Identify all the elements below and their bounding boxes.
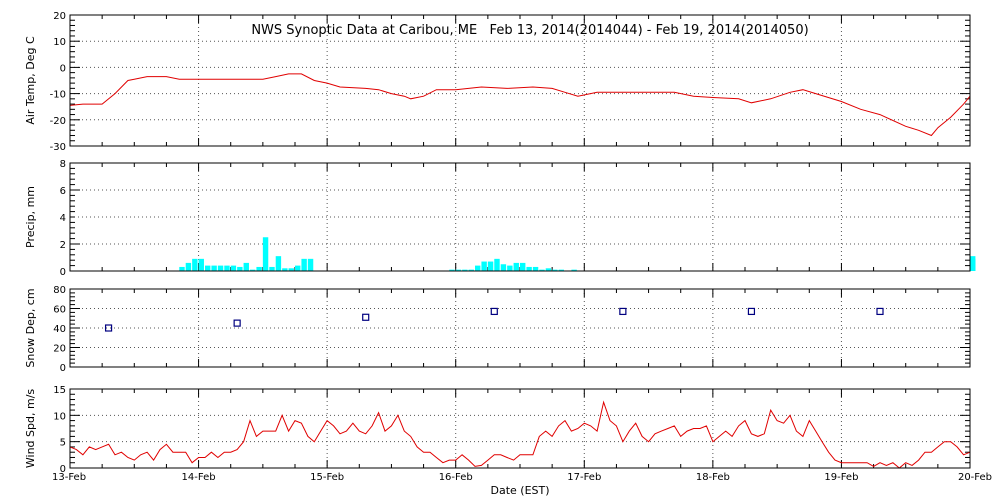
precip-bar	[269, 266, 275, 271]
snow-depth-point	[233, 319, 241, 327]
y-tick-label: 0	[60, 464, 66, 475]
precip-bar	[301, 258, 307, 271]
y-tick-label: 5	[60, 438, 66, 449]
y-tick-label: 0	[60, 63, 66, 74]
y-tick-label: -20	[50, 116, 66, 127]
panel-snow-depth: 0 20 40 60 80 Snow Dep, cm	[24, 285, 971, 374]
precip-bar	[198, 258, 204, 271]
precip-bar	[217, 265, 224, 271]
y-tick-label: 60	[53, 305, 66, 316]
precip-bar	[243, 262, 249, 271]
y-tick-label: 6	[60, 186, 66, 197]
panel-frame	[69, 288, 971, 368]
y-axis-label: Precip, mm	[24, 186, 37, 248]
y-tick-label: 80	[53, 285, 66, 296]
y-tick-label: 40	[53, 324, 66, 335]
chart-title: NWS Synoptic Data at Caribou, ME Feb 13,…	[251, 23, 808, 38]
precip-bar	[205, 265, 211, 271]
precip-bar	[481, 261, 487, 271]
x-tick-label: 16-Feb	[439, 472, 473, 483]
y-tick-label: 8	[60, 159, 66, 170]
x-tick-label: 17-Feb	[567, 472, 601, 483]
panel-frame	[69, 14, 971, 147]
precip-bar	[532, 266, 539, 271]
y-tick-label: 20	[53, 344, 66, 355]
y-tick-label: 10	[53, 411, 66, 422]
precip-bar	[237, 266, 243, 271]
series-line-air-temp	[69, 70, 971, 137]
snow-depth-point	[362, 313, 370, 321]
y-tick-label: 15	[53, 385, 66, 396]
x-tick-label: 20-Feb	[958, 472, 992, 483]
precip-bar	[507, 265, 513, 271]
y-axis-label: Snow Dep, cm	[24, 288, 37, 367]
precip-bar	[545, 268, 552, 271]
precip-bar	[224, 265, 230, 271]
precip-bar	[288, 268, 294, 271]
precip-bar	[192, 258, 198, 271]
y-tick-label: 10	[53, 37, 66, 48]
snow-depth-point	[490, 307, 498, 316]
precip-bar	[250, 269, 256, 271]
precip-bar	[487, 261, 494, 271]
precip-bar	[211, 265, 217, 271]
precip-bar	[475, 265, 481, 271]
y-tick-label: 20	[53, 11, 66, 22]
y-tick-label: 2	[60, 240, 66, 251]
precip-bar	[455, 269, 462, 271]
precip-bar	[275, 256, 282, 271]
panel-air-temp: -30 -20 -10 0 10 20 Air Temp, Deg C	[24, 11, 971, 153]
x-tick-label: 18-Feb	[696, 472, 730, 483]
precip-bar	[526, 266, 532, 271]
x-axis-label: Date (EST)	[490, 484, 549, 497]
precip-bar	[179, 266, 185, 271]
precip-bar	[449, 269, 455, 271]
panel-wind-speed: 0 5 10 15 Wind Spd, m/s 13-Feb 14-Feb 15-Feb 16-…	[24, 385, 992, 483]
precip-bar	[513, 262, 519, 271]
snow-depth-point	[104, 324, 113, 332]
panel-frame	[69, 162, 971, 272]
precip-bar	[494, 258, 500, 271]
panel-precip: 0 2 4 6 8 Precip, mm	[24, 159, 976, 278]
precip-bar	[462, 269, 468, 271]
precip-bar	[571, 269, 577, 271]
precip-bar	[256, 266, 262, 271]
precip-bar	[468, 269, 474, 271]
y-tick-label: 0	[60, 363, 66, 374]
series-line-wind-speed	[69, 400, 971, 469]
y-tick-label: -30	[50, 142, 66, 153]
panel-frame	[69, 388, 971, 469]
precip-bar	[558, 269, 564, 271]
x-tick-label: 15-Feb	[310, 472, 344, 483]
snow-depth-point	[747, 307, 756, 316]
precip-bar	[552, 269, 558, 271]
y-tick-label: -10	[50, 90, 66, 101]
precip-bar	[970, 258, 976, 271]
y-axis-label: Air Temp, Deg C	[24, 36, 37, 125]
precip-bar	[520, 262, 526, 271]
precip-bar	[500, 264, 507, 271]
snow-depth-point	[876, 307, 884, 316]
y-axis-label: Wind Spd, m/s	[24, 389, 37, 469]
precip-bar	[539, 269, 545, 271]
precip-bar	[262, 237, 269, 271]
x-tick-label: 14-Feb	[182, 472, 216, 483]
precip-bar	[295, 265, 301, 271]
snow-depth-point	[619, 307, 627, 316]
precip-bar	[970, 265, 976, 271]
x-tick-label: 19-Feb	[824, 472, 858, 483]
y-tick-label: 0	[60, 267, 66, 278]
precip-bar	[230, 265, 237, 271]
x-tick-label: 13-Feb	[52, 472, 86, 483]
precip-bar	[185, 262, 192, 271]
precip-bar	[307, 258, 314, 271]
y-tick-label: 4	[60, 213, 66, 224]
precip-bar	[282, 268, 288, 271]
